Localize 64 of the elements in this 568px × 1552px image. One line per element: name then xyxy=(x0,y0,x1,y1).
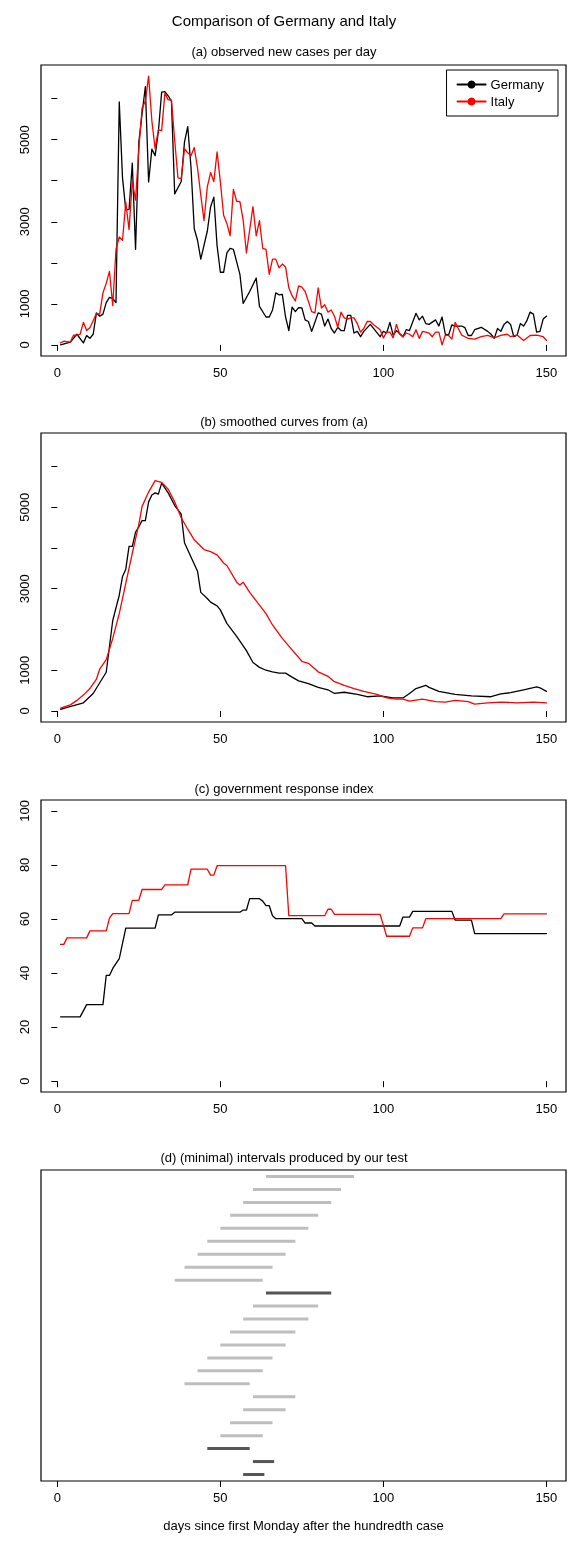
bar xyxy=(230,1421,273,1425)
chart-subtitle: (a) observed new cases per day xyxy=(191,44,377,59)
bar xyxy=(207,1239,296,1243)
bar xyxy=(266,1174,355,1178)
bar xyxy=(184,1382,250,1386)
y-tick-label: 40 xyxy=(17,965,32,981)
x-tick-label: 150 xyxy=(535,365,558,380)
x-tick-label: 50 xyxy=(213,365,228,380)
y-tick-label: 0 xyxy=(17,1077,32,1085)
bar xyxy=(220,1434,263,1438)
y-tick-label: 80 xyxy=(17,857,32,873)
line-series xyxy=(59,898,548,1018)
bar xyxy=(197,1252,286,1256)
bar xyxy=(184,1265,273,1269)
x-tick-label: 50 xyxy=(213,731,228,746)
chart-title: (c) government response index xyxy=(194,781,375,796)
bar xyxy=(266,1291,332,1295)
y-tick-label: 5000 xyxy=(17,125,32,155)
x-tick-label: 100 xyxy=(372,1490,395,1505)
bar xyxy=(243,1200,332,1204)
y-tick-label: 0 xyxy=(17,341,32,349)
x-axis-title: days since first Monday after the hundredth case xyxy=(163,1518,444,1533)
x-tick-label: 0 xyxy=(53,1490,61,1505)
x-tick-label: 100 xyxy=(372,365,395,380)
x-tick-label: 0 xyxy=(53,731,61,746)
bar xyxy=(230,1213,319,1217)
bar xyxy=(220,1226,309,1230)
y-tick-label: 5000 xyxy=(17,492,32,522)
bar xyxy=(220,1343,286,1347)
x-tick-label: 50 xyxy=(213,1490,228,1505)
chart-title: (b) smoothed curves from (a) xyxy=(200,414,368,429)
x-tick-label: 150 xyxy=(535,1490,558,1505)
bar xyxy=(252,1460,275,1464)
y-tick-label: 100 xyxy=(17,799,32,822)
bar xyxy=(243,1317,309,1321)
y-tick-label: 3000 xyxy=(17,207,32,237)
x-tick-label: 150 xyxy=(535,731,558,746)
line-series xyxy=(59,865,548,946)
chart-title: Comparison of Germany and Italy xyxy=(171,12,397,29)
bar xyxy=(243,1408,286,1412)
y-tick-label: 60 xyxy=(17,911,32,927)
x-tick-label: 100 xyxy=(372,731,395,746)
chart-title: (d) (minimal) intervals produced by our test xyxy=(160,1150,408,1165)
y-tick-label: 3000 xyxy=(17,574,32,604)
x-tick-label: 50 xyxy=(213,1101,228,1116)
y-tick-label: 0 xyxy=(17,707,32,715)
bar xyxy=(252,1187,341,1191)
x-tick-label: 0 xyxy=(53,365,61,380)
y-tick-label: 20 xyxy=(17,1019,32,1035)
bar xyxy=(197,1369,263,1373)
bar xyxy=(252,1395,296,1399)
legend-label: Germany xyxy=(490,77,545,92)
bar xyxy=(207,1447,250,1451)
x-tick-label: 0 xyxy=(53,1101,61,1116)
legend-label: Italy xyxy=(490,94,515,109)
bar xyxy=(207,1356,273,1360)
bar xyxy=(230,1330,296,1334)
bar xyxy=(243,1473,265,1477)
bar xyxy=(174,1278,263,1282)
x-tick-label: 100 xyxy=(372,1101,395,1116)
y-tick-label: 1000 xyxy=(17,289,32,319)
y-tick-label: 1000 xyxy=(17,655,32,685)
bar xyxy=(252,1304,319,1308)
x-tick-label: 150 xyxy=(535,1101,558,1116)
